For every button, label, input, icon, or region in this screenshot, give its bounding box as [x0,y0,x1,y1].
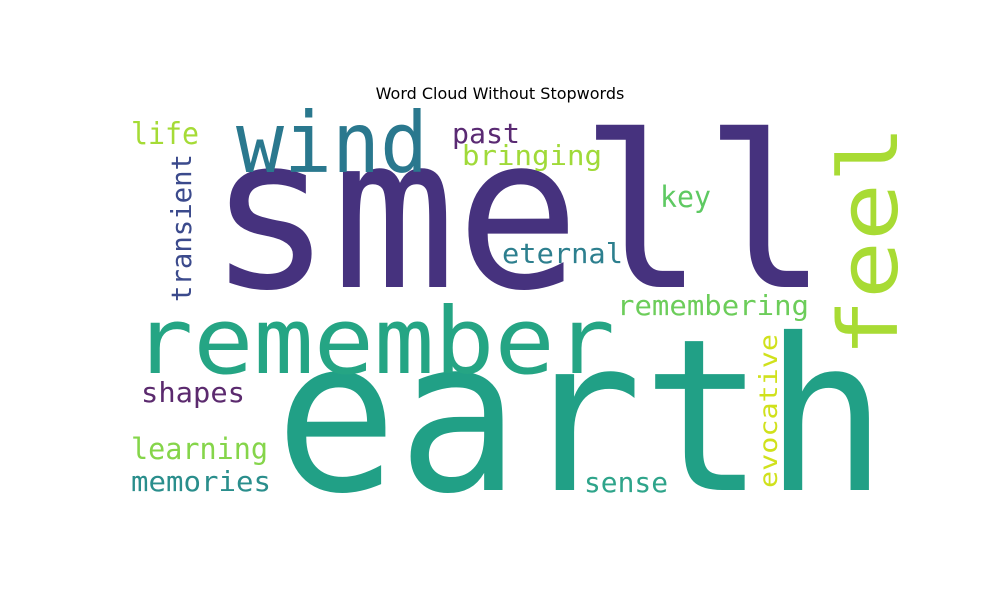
word-memories: memories [131,465,271,498]
word-key: key [660,180,711,214]
word-past: past [452,117,520,150]
word-earth: earth [275,293,887,540]
word-wind: wind [236,94,428,192]
word-eternal: eternal [502,237,623,270]
word-feel: feel [822,125,917,357]
word-evocative: evocative [754,334,783,488]
word-smell: smell [208,90,828,337]
word-learning: learning [131,432,268,466]
word-transient: transient [165,154,198,302]
word-bringing: bringing [462,139,602,172]
word-remembering: remembering [617,289,809,322]
word-sense: sense [584,466,668,499]
chart-title: Word Cloud Without Stopwords [375,84,625,103]
word-remember: remember [133,288,615,395]
word-life: life [131,117,199,152]
word-shapes: shapes [141,376,245,409]
